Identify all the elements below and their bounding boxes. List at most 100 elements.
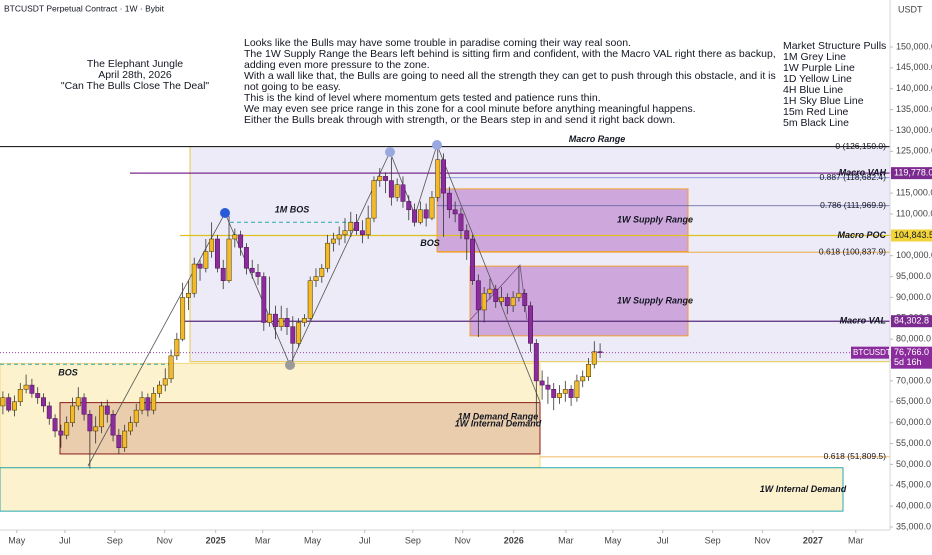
price-axis [890,0,932,550]
candle-body [133,409,139,423]
header: BTCUSDT Perpetual Contract · 1W · Bybit [4,3,165,13]
candle-body [377,176,383,181]
candle-body [470,238,475,281]
y-tick-label: 110,000.0 [896,208,932,218]
candle-body [574,380,580,398]
price-badge-label: 84,302.8 [894,316,929,326]
note-line: Looks like the Bulls may have some troub… [244,37,631,49]
candle-body [539,380,545,386]
candle-body [481,293,487,311]
candle-body [446,192,452,211]
title-line: "Can The Bulls Close The Deal" [61,80,210,92]
zone-label: 1W Internal Demand [455,418,542,428]
y-tick-label: 100,000.0 [896,250,932,260]
price-badge [891,167,932,180]
candle-body [533,343,539,382]
candle-body [220,267,226,281]
y-tick-label: 50,000.0 [896,459,931,469]
y-tick-label: 95,000.0 [896,271,931,281]
candle-body [249,267,255,273]
x-tick-label: May [8,535,26,545]
candle-body [162,378,168,386]
candle-body [452,209,458,215]
candle-body [290,326,296,344]
x-tick-label: Mar [848,535,864,545]
candle-body [99,405,104,428]
y-tick-label: 80,000.0 [896,334,931,344]
legend-line: 4H Blue Line [783,84,843,96]
candle-body [580,376,586,382]
candle-body [586,363,591,377]
candle-body [70,405,75,423]
x-tick-label: Sep [107,535,123,545]
x-tick-label: Nov [754,535,771,545]
candle-body [17,389,23,403]
note-line: Either the Bulls break through with stre… [244,114,675,126]
y-tick-label: 145,000.0 [896,62,932,72]
y-tick-label: 45,000.0 [896,480,931,490]
candle-body [545,384,551,390]
legend-line: Market Structure Pulls [783,40,886,52]
candle-body [110,414,116,436]
candle-body [371,180,377,219]
pivot [285,360,295,370]
price-badge [891,229,932,242]
level-label: 0.887 (118,682.4) [820,172,887,182]
y-tick-label: 35,000.0 [896,521,931,531]
current-price-label: 76,766.0 [894,347,929,357]
x-tick-label: May [304,535,322,545]
note-line: The 1W Supply Range the Bears left behin… [244,48,776,60]
x-tick-label: 2027 [803,535,823,545]
legend-line: 1M Grey Line [783,51,846,63]
candle-body [296,322,302,344]
bos-label: BOS [420,238,440,248]
note-line: This is the kind of level where momentum… [244,92,601,104]
candle-body [522,293,528,307]
candle-body [93,426,99,432]
candle-body [493,288,499,302]
candle-body [104,405,110,415]
legend-line: 1W Purple Line [783,62,855,74]
candle-body [261,276,267,323]
y-tick-label: 90,000.0 [896,292,931,302]
candle-body [145,397,151,411]
pivots [220,140,442,370]
level-label: 0.618 (100,837.9) [819,246,886,256]
x-tick-label: Jul [59,535,71,545]
legend-line: 1H Sky Blue Line [783,95,864,107]
candle-body [64,422,70,436]
candle-body [417,209,423,223]
countdown-label: 5d 16h [894,357,922,367]
x-tick-label: Mar [558,535,574,545]
y-tick-label: 65,000.0 [896,396,931,406]
level-label: 0.618 (51,809.5) [824,451,887,461]
pivot [432,140,442,150]
candle-body [185,293,191,298]
y-tick-label: 115,000.0 [896,187,932,197]
candle-body [284,318,290,327]
candle-body [359,230,365,236]
candle-body [528,305,533,344]
candle-body [307,280,313,319]
level-label: Macro VAL [840,316,886,326]
candle-body [487,288,493,294]
note-line: With a wall like that, the Bulls are goi… [244,70,776,82]
candle-body [516,293,522,298]
title-line: The Elephant Jungle [87,58,183,70]
zone-label: 1M Demand Range [458,411,539,421]
zone-label: 1W Supply Range [617,295,693,305]
candle-body [35,393,41,398]
x-tick-label: May [604,535,622,545]
candle-body [272,313,278,327]
pivot [385,147,395,157]
y-tick-label: 40,000.0 [896,501,931,511]
candle-body [562,389,568,394]
candle-body [342,230,348,236]
candle-body [383,176,389,181]
candle-body [325,242,331,269]
legend-line: 5m Black Line [783,117,849,129]
commentary: Looks like the Bulls may have some troub… [244,37,776,126]
level-label: 0 (126,150.0) [835,141,886,151]
